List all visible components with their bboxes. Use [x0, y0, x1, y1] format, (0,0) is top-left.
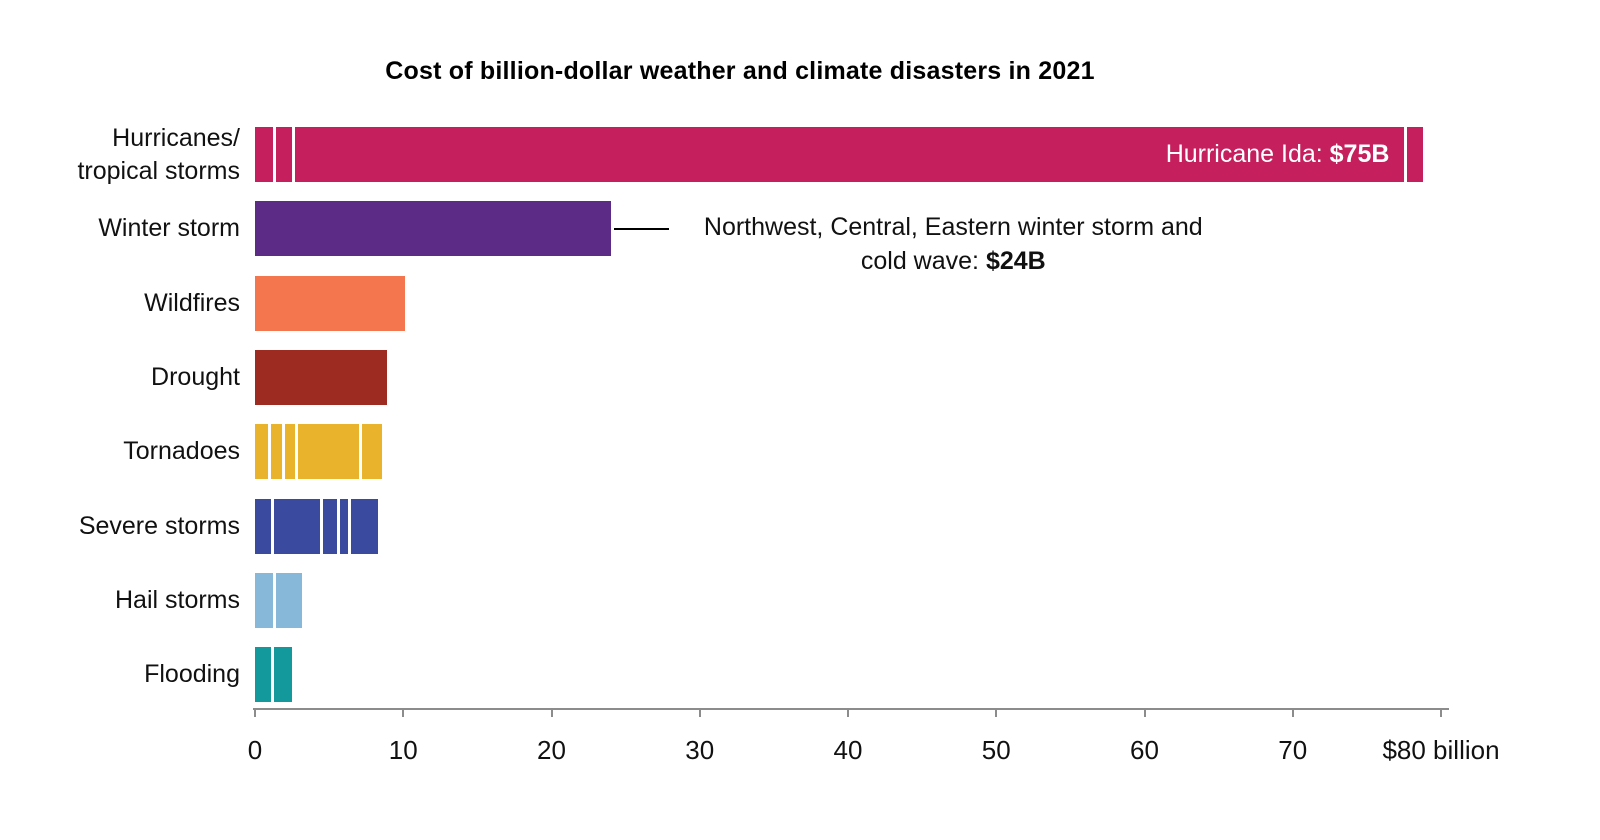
category-label-flooding: Flooding: [144, 660, 240, 689]
bar-segment-divider: [336, 498, 340, 554]
bar-hail-storms: [255, 572, 303, 628]
callout-connector: [613, 227, 669, 230]
x-axis-tick: [1440, 708, 1442, 717]
x-axis-tick: [847, 708, 849, 717]
bar-segment-divider: [348, 498, 352, 554]
bar-segment-divider: [320, 498, 324, 554]
x-axis-tick-label: 60: [1130, 735, 1159, 765]
bar-severe-storms: [255, 498, 379, 554]
bar-segment-divider: [271, 647, 275, 703]
bar-segment-divider: [295, 424, 298, 480]
category-label-severe-storms: Severe storms: [78, 511, 240, 540]
bar-segment-divider: [272, 572, 276, 628]
x-axis-line: [253, 708, 1449, 710]
bar-winter-storm: [255, 201, 611, 257]
bar-segment-divider: [272, 127, 276, 182]
category-label-wildfires: Wildfires: [144, 288, 240, 317]
bar-segment-divider: [268, 424, 272, 480]
x-axis-tick: [1143, 708, 1146, 717]
callout-text: Northwest, Central, Eastern winter storm…: [703, 213, 1203, 276]
x-axis-tick-label: 30: [685, 735, 715, 765]
x-axis-tick-label: 0: [247, 735, 263, 765]
bar-segment-divider: [292, 127, 296, 182]
category-label-hail-storms: Hail storms: [114, 585, 240, 614]
chart-title: Cost of billion-dollar weather and clima…: [385, 57, 1095, 85]
bar-wildfires: [255, 275, 405, 331]
x-axis-tick-label: 50: [981, 735, 1011, 765]
x-axis-tick-label: 10: [388, 735, 418, 765]
bar-inner-label: Hurricane Ida: $75B: [1165, 140, 1390, 168]
x-axis-tick-label: $80 billion: [1382, 735, 1500, 765]
category-label-winter-storm: Winter storm: [98, 214, 240, 243]
x-axis-tick: [1291, 708, 1294, 717]
category-label-tornadoes: Tornadoes: [123, 437, 240, 466]
bar-drought: [255, 349, 387, 405]
category-label-hurricanes: Hurricanes/tropical storms: [77, 123, 240, 185]
x-axis-tick-label: 40: [833, 735, 863, 765]
x-axis-tick: [254, 708, 256, 717]
x-axis-tick: [550, 708, 553, 717]
bar-segment-divider: [271, 498, 275, 554]
x-axis-tick: [698, 708, 701, 717]
x-axis-tick: [995, 708, 998, 717]
x-axis-tick-label: 20: [537, 735, 566, 765]
bar-hurricanes: [255, 127, 1424, 182]
category-label-drought: Drought: [151, 362, 240, 391]
bar-segment-divider: [281, 424, 285, 480]
x-axis-tick-label: 70: [1278, 735, 1308, 765]
x-axis-tick: [402, 708, 405, 717]
bar-segment-divider: [358, 424, 362, 480]
bar-tornadoes: [255, 424, 383, 480]
bar-flooding: [255, 647, 293, 703]
bar-segment-divider: [1403, 127, 1407, 182]
